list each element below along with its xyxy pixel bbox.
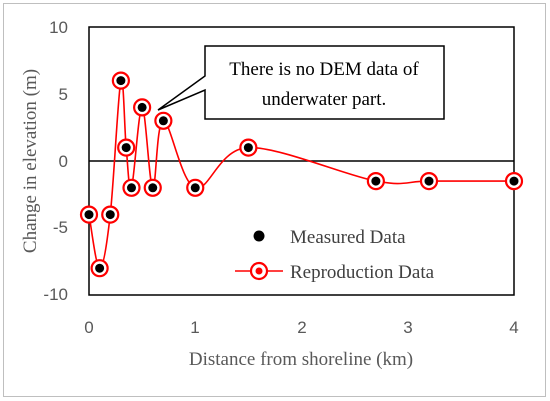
x-tick-label: 0	[84, 318, 93, 337]
measured-point	[127, 183, 136, 193]
annotation-callout: There is no DEM data of underwater part.	[157, 45, 445, 120]
y-tick-label: 0	[59, 152, 68, 171]
x-tick-label: 4	[509, 318, 518, 337]
y-tick-labels: 10 5 0 -5 -10	[43, 18, 68, 304]
measured-point	[371, 176, 381, 186]
x-tick-label: 2	[297, 318, 306, 337]
measured-point	[116, 76, 126, 86]
x-tick-label: 1	[190, 318, 199, 337]
x-tick-labels: 0 1 2 3 4	[84, 318, 518, 337]
y-tick-label: -5	[53, 218, 68, 237]
measured-point	[137, 102, 147, 112]
y-tick-label: 5	[59, 85, 68, 104]
y-tick-label: -10	[43, 285, 68, 304]
measured-point	[158, 116, 168, 126]
legend: Measured Data Reproduction Data	[235, 227, 435, 283]
reproduction-line	[88, 78, 514, 270]
measured-point	[105, 210, 115, 220]
x-axis-label: Distance from shoreline (km)	[189, 349, 413, 370]
measured-point	[84, 210, 94, 220]
measured-point	[148, 183, 158, 193]
legend-measured-marker	[253, 230, 265, 242]
measured-point	[95, 263, 105, 273]
measured-point	[424, 176, 434, 186]
y-axis-label: Change in elevation (m)	[20, 69, 41, 253]
legend-reproduction-label: Reproduction Data	[290, 262, 435, 283]
legend-measured-label: Measured Data	[290, 227, 406, 248]
annotation-line-2: underwater part.	[262, 89, 387, 110]
y-tick-label: 10	[49, 18, 68, 37]
legend-reproduction-marker-dot	[255, 267, 263, 275]
measured-point	[190, 183, 200, 193]
measured-point	[121, 143, 131, 153]
x-tick-label: 3	[403, 318, 412, 337]
measured-point	[509, 176, 519, 186]
measured-point	[243, 143, 253, 153]
annotation-line-1: There is no DEM data of	[229, 59, 419, 80]
